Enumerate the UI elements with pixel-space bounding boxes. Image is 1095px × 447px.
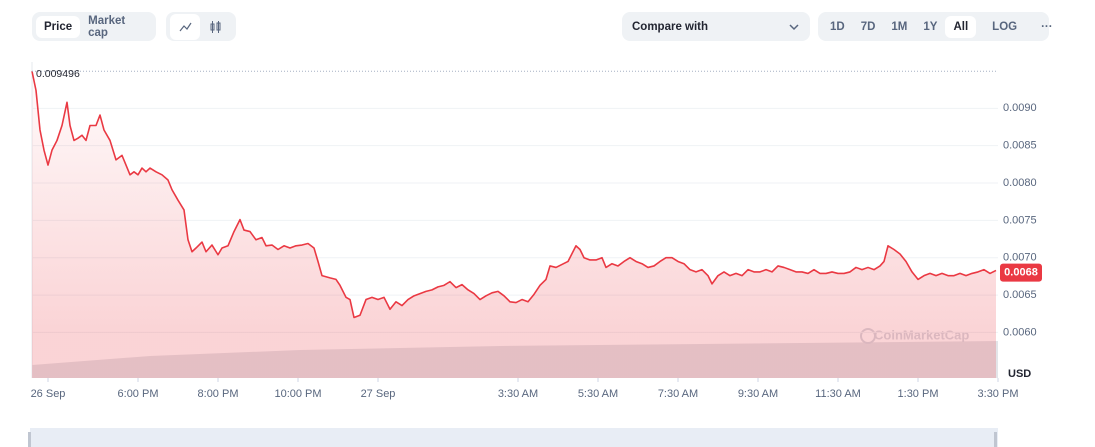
y-tick-label: 0.0090 [1003,102,1037,114]
y-tick-label: 0.0080 [1003,177,1037,189]
log-button[interactable]: LOG [992,20,1018,33]
range-button[interactable]: 1M [891,20,908,33]
x-tick-label: 8:00 PM [198,388,239,400]
chevron-icon [789,23,799,30]
y-tick-label: 0.0070 [1003,252,1037,264]
y-tick-label: 0.0060 [1003,326,1037,338]
x-tick-label: 5:30 AM [578,388,618,400]
range-button[interactable]: 1D [830,20,845,33]
x-tick-label: 26 Sep [31,388,66,400]
market-cap-button[interactable]: Market cap [88,14,126,39]
last-price-box [1000,263,1042,282]
watermark: CoinMarketCap [874,327,969,342]
last-price-label: 0.0068 [1004,267,1038,279]
navigator-handle [28,432,31,447]
watermark-logo [860,328,876,344]
range-toggle: 1D 7D 1M 1Y All LOG ··· [818,12,1053,41]
x-tick-label: 27 Sep [361,388,396,400]
candle-chart-button[interactable] [200,14,230,40]
line-icon [179,22,192,31]
navigator [30,428,998,447]
y-tick-label: 0.0065 [1003,289,1037,301]
price-line [31,71,997,319]
x-tick-label: 10:00 PM [274,388,321,400]
y-tick-label: 0.0085 [1003,140,1037,152]
x-tick-label: 3:30 PM [978,388,1019,400]
chart-type-toggle [166,12,236,41]
range-button[interactable]: 1Y [923,20,938,33]
x-tick-label: 11:30 AM [815,388,861,400]
price-button[interactable]: Price [36,15,81,38]
price-area [32,71,996,378]
max-label: 0.009496 [36,68,80,80]
more-button[interactable]: ··· [1041,20,1053,33]
candle-icon [210,20,221,33]
x-tick-label: 1:30 PM [898,388,939,400]
navigator-handle [994,432,997,447]
compare-label: Compare with [632,20,709,33]
range-button[interactable]: All [945,15,977,38]
x-tick-label: 9:30 AM [738,388,778,400]
x-tick-label: 7:30 AM [658,388,698,400]
y-tick-label: 0.0075 [1003,214,1037,226]
y-unit: USD [1008,368,1031,380]
line-chart-button[interactable] [170,13,200,40]
x-tick-label: 3:30 AM [498,388,538,400]
x-tick-label: 6:00 PM [118,388,159,400]
range-button[interactable]: 7D [860,20,876,33]
compare-dropdown[interactable]: Compare with [622,12,810,41]
volume-area [32,341,998,378]
view-toggle: Price Market cap [32,12,156,41]
